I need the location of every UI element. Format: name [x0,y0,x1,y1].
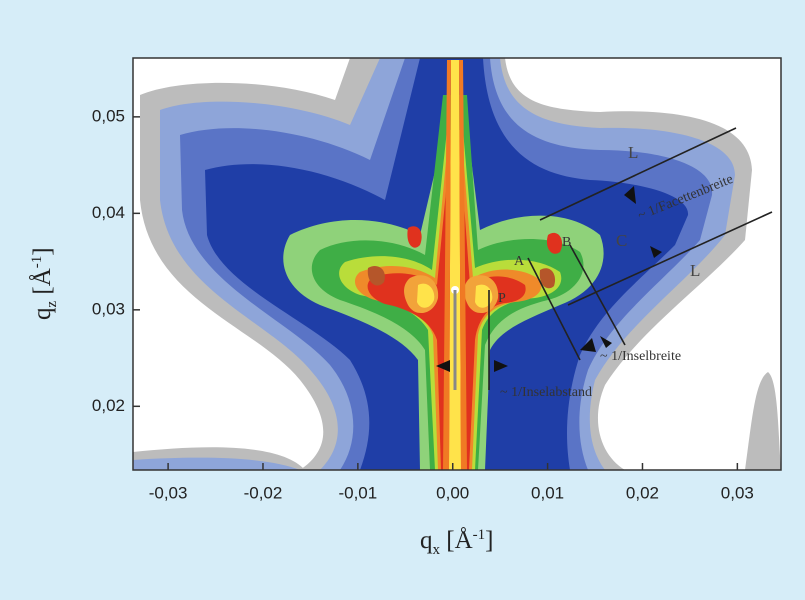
x-tick-label: 0,02 [626,483,659,502]
x-tick-label: 0,00 [436,483,469,502]
annotation: A [514,254,525,269]
x-axis-title-close: ] [485,527,493,554]
x-tick-label: -0,02 [244,483,283,502]
x-axis-title-unit: [Å [440,527,473,554]
x-axis-title-sup: -1 [473,527,486,543]
x-tick-label: -0,03 [149,483,188,502]
x-axis-title: qx [Å-1] [420,527,493,558]
y-tick-label: 0,03 [92,299,125,318]
annotation: ~ 1/Inselabstand [500,385,592,400]
x-tick-label: 0,01 [531,483,564,502]
y-axis-title-sup: -1 [29,256,45,269]
y-tick-label: 0,04 [92,203,125,222]
annotation: B [562,235,571,250]
y-axis-title-unit: [Å [29,268,56,301]
y-axis-title-close: ] [29,247,56,255]
annotation: ~ 1/Inselbreite [600,349,681,364]
y-axis-title-base: q [29,307,56,320]
x-axis-title-sub: x [433,542,441,558]
annotation-lines [436,127,773,390]
x-axis-title-base: q [420,527,433,554]
x-tick-label: -0,01 [338,483,377,502]
annotation: L [628,143,638,162]
contour-map [133,58,781,470]
y-axis-title-sub: z [44,301,60,308]
annotation: C [616,231,627,250]
y-tick-label: 0,02 [92,396,125,415]
annotation: L [690,261,700,280]
y-axis-title: qz [Å-1] [29,247,60,320]
annotation: P [498,291,506,306]
y-tick-label: 0,05 [92,106,125,125]
plot-frame [132,57,782,471]
x-tick-label: 0,03 [721,483,754,502]
